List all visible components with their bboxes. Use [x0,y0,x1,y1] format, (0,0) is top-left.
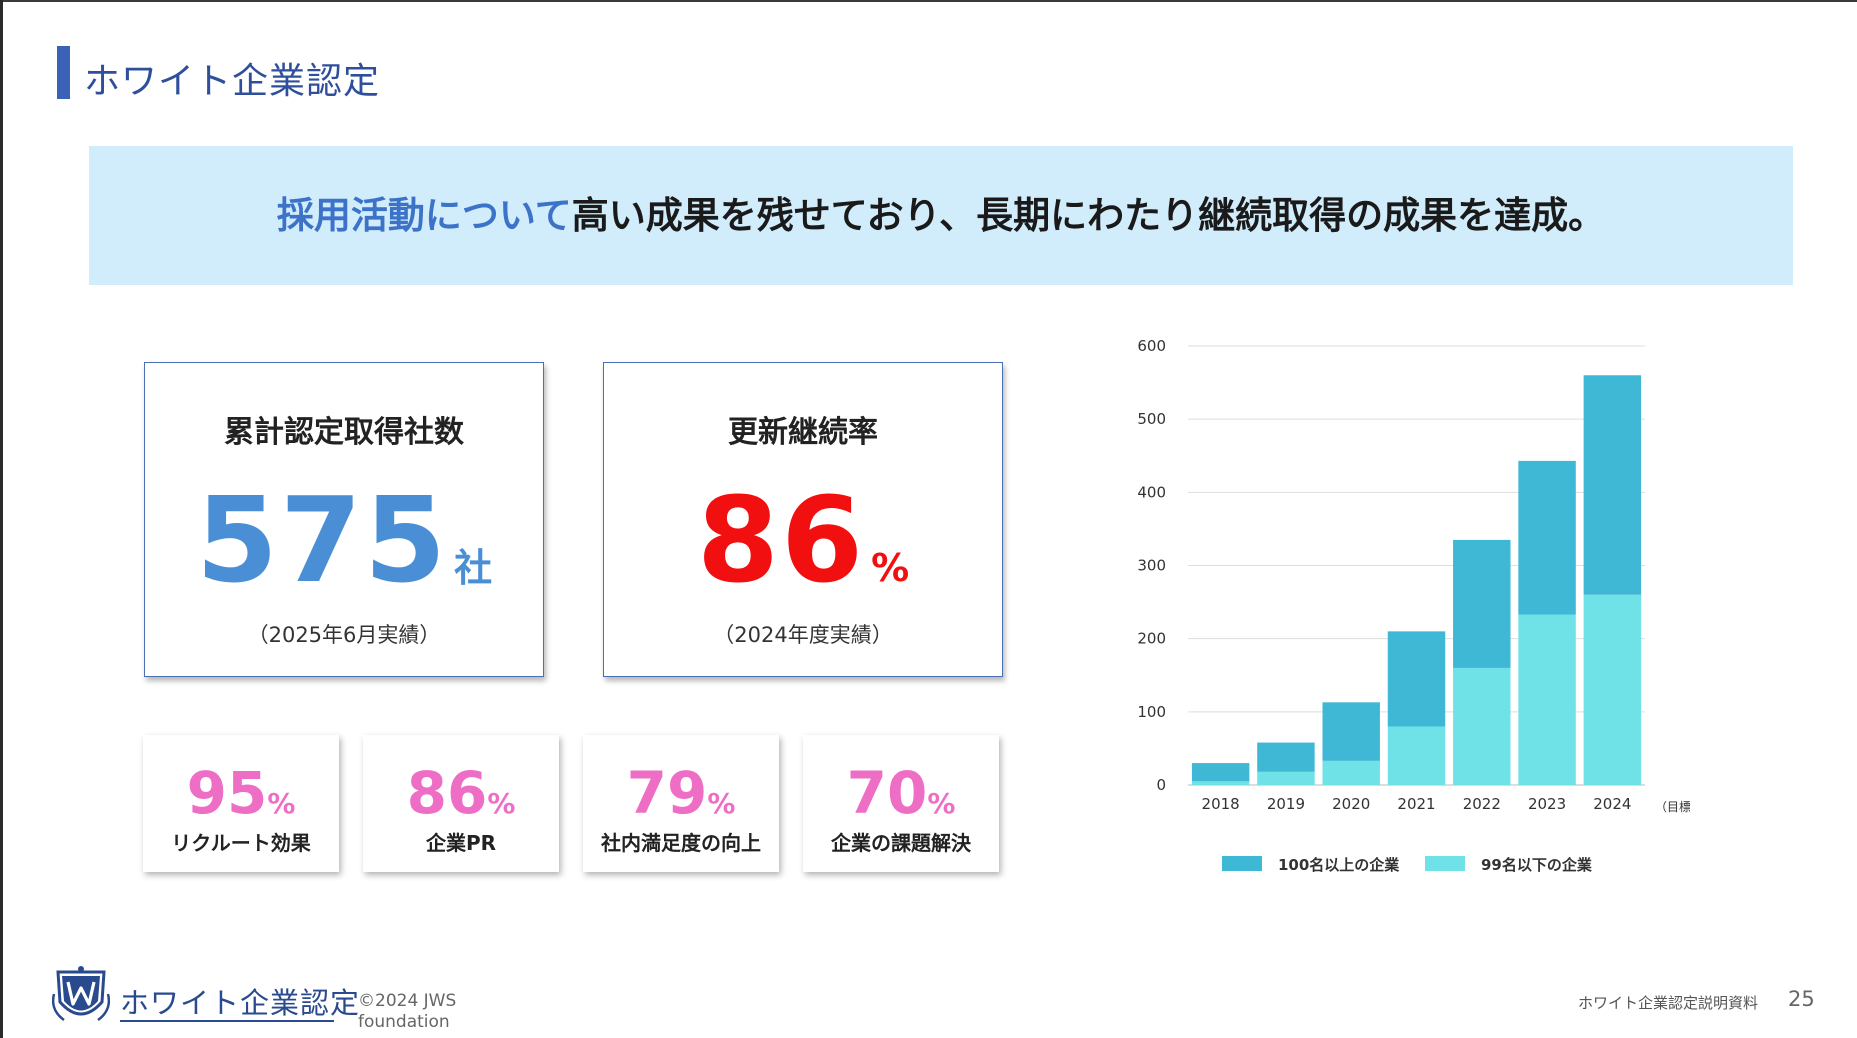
kpi-value: 86% [604,471,1002,609]
headline-banner: 採用活動について高い成果を残せており、長期にわたり継続取得の成果を達成。 [89,146,1793,285]
stat-label: 企業PR [425,831,497,855]
bar-segment-small-companies [1322,760,1380,785]
stat-label: 社内満足度の向上 [601,831,761,855]
bar-segment-large-companies [1191,763,1250,782]
x-tick-label: 2024 [1593,795,1631,813]
footer-page-number: 25 [1788,987,1815,1011]
kpi-value: 575 社 [145,471,543,609]
stat-number: 86 [406,759,488,827]
window-top-border [0,0,1857,2]
stat-number: 79 [626,759,708,827]
bar-segment-small-companies [1583,594,1642,785]
y-tick-label: 0 [1156,776,1166,794]
stat-value: 86% [363,759,559,827]
x-tick-label: 2018 [1202,795,1240,813]
bar-segment-large-companies [1453,539,1511,668]
headline-rest: 高い成果を残せており、長期にわたり継続取得の成果を達成。 [571,194,1606,237]
stat-value: 79% [583,759,779,827]
bar-segment-large-companies [1322,702,1380,761]
bar-segment-small-companies [1518,614,1576,785]
stat-number: 95 [186,759,268,827]
kpi-card-cumulative-certified: 累計認定取得社数 575 社 （2025年6月実績） [144,362,544,677]
y-tick-label: 200 [1137,630,1166,648]
footer-logo-underline [120,1020,334,1022]
x-tick-label: 2020 [1332,795,1370,813]
y-tick-label: 400 [1137,483,1166,501]
legend-swatch [1222,856,1262,871]
kpi-number: 86 [696,471,866,609]
window-left-border [0,0,3,1038]
stat-unit: % [927,787,956,820]
y-tick-label: 300 [1137,557,1166,575]
stat-card-recruit-effect: 95% リクルート効果 [143,735,339,872]
footer-logo-text: ホワイト企業認定 [120,986,361,1020]
kpi-unit: 社 [454,546,493,590]
x-tick-note: （目標） [1655,800,1690,814]
headline-accent: 採用活動について [276,194,572,237]
white-certification-logo-icon [52,966,110,1022]
stat-unit: % [267,787,296,820]
stat-card-company-pr: 86% 企業PR [363,735,559,872]
kpi-label: 更新継続率 [728,415,878,450]
page-title: ホワイト企業認定 [84,61,381,102]
bar-segment-small-companies [1387,726,1446,785]
headline-text: 採用活動について高い成果を残せており、長期にわたり継続取得の成果を達成。 [89,146,1793,285]
kpi-number: 575 [195,471,449,609]
bar-segment-small-companies [1453,667,1511,785]
footer-copyright: ©2024 JWS foundation [358,991,457,1032]
title-accent-bar [57,46,70,99]
stat-value: 95% [143,759,339,827]
legend-label: 100名以上の企業 [1278,856,1400,874]
stat-label: 企業の課題解決 [831,831,971,855]
stat-value: 70% [803,759,999,827]
stat-label: リクルート効果 [171,831,311,855]
stat-card-employee-satisfaction: 79% 社内満足度の向上 [583,735,779,872]
stat-number: 70 [846,759,928,827]
stat-unit: % [487,787,516,820]
y-tick-label: 500 [1137,410,1166,428]
bar-segment-large-companies [1257,742,1315,772]
footer-document-name: ホワイト企業認定説明資料 [1578,994,1759,1012]
legend-swatch [1425,856,1465,871]
kpi-label: 累計認定取得社数 [224,415,464,450]
legend-label: 99名以下の企業 [1481,856,1593,874]
x-tick-label: 2023 [1528,795,1566,813]
bar-segment-small-companies [1191,781,1250,785]
x-tick-label: 2022 [1463,795,1501,813]
y-tick-label: 600 [1137,337,1166,355]
stat-card-problem-solving: 70% 企業の課題解決 [803,735,999,872]
certified-companies-bar-chart: 0 100 200 300 400 500 600 2018 2019 2020 2021 2022 2… [1137,337,1690,874]
stat-unit: % [707,787,736,820]
bar-segment-small-companies [1257,771,1315,785]
kpi-unit: % [871,546,910,590]
x-tick-label: 2021 [1397,795,1435,813]
kpi-note: （2024年度実績） [713,623,893,647]
bar-segment-large-companies [1583,375,1642,595]
kpi-note: （2025年6月実績） [247,623,441,647]
bar-segment-large-companies [1387,631,1446,727]
bar-segment-large-companies [1518,460,1576,615]
x-tick-label: 2019 [1267,795,1305,813]
kpi-card-renewal-rate: 更新継続率 86% （2024年度実績） [603,362,1003,677]
y-tick-label: 100 [1137,703,1166,721]
